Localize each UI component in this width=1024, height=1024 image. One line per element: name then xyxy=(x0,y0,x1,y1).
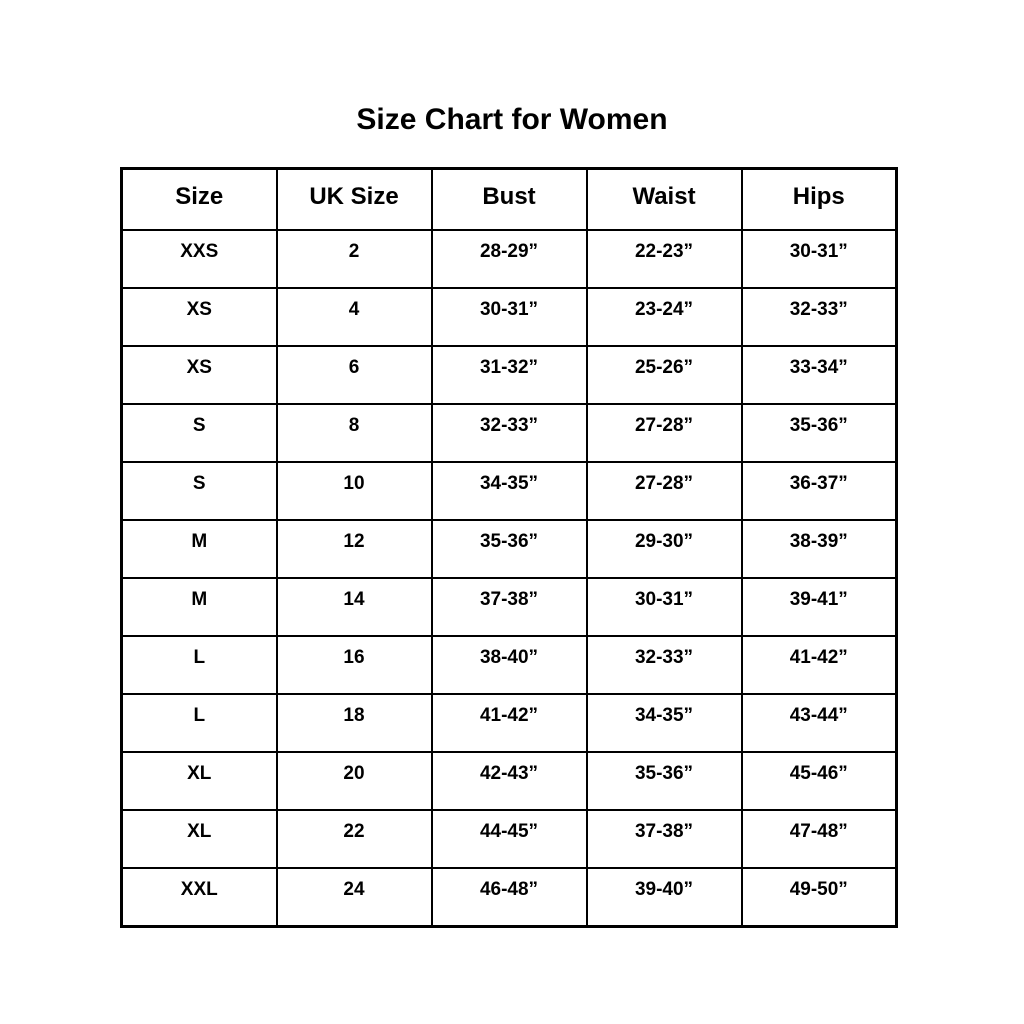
table-header: Size UK Size Bust Waist Hips xyxy=(120,167,898,231)
cell-bust: 38-40” xyxy=(430,635,588,695)
cell-size: M xyxy=(120,519,278,579)
column-header-bust: Bust xyxy=(430,167,588,231)
cell-waist: 27-28” xyxy=(585,461,743,521)
cell-size: M xyxy=(120,577,278,637)
cell-hips: 39-41” xyxy=(740,577,898,637)
cell-bust: 46-48” xyxy=(430,867,588,928)
cell-hips: 30-31” xyxy=(740,229,898,289)
table-row: L 16 38-40” 32-33” 41-42” xyxy=(120,635,898,695)
cell-waist: 27-28” xyxy=(585,403,743,463)
cell-size: XXL xyxy=(120,867,278,928)
cell-waist: 35-36” xyxy=(585,751,743,811)
table-row: S 10 34-35” 27-28” 36-37” xyxy=(120,461,898,521)
page-title: Size Chart for Women xyxy=(356,103,668,136)
cell-waist: 39-40” xyxy=(585,867,743,928)
table-row: XXL 24 46-48” 39-40” 49-50” xyxy=(120,867,898,928)
cell-waist: 29-30” xyxy=(585,519,743,579)
cell-bust: 28-29” xyxy=(430,229,588,289)
cell-hips: 41-42” xyxy=(740,635,898,695)
cell-size: S xyxy=(120,403,278,463)
cell-uk-size: 22 xyxy=(275,809,433,869)
table-row: M 12 35-36” 29-30” 38-39” xyxy=(120,519,898,579)
cell-size: XS xyxy=(120,345,278,405)
cell-bust: 35-36” xyxy=(430,519,588,579)
cell-bust: 37-38” xyxy=(430,577,588,637)
table-row: L 18 41-42” 34-35” 43-44” xyxy=(120,693,898,753)
table-row: S 8 32-33” 27-28” 35-36” xyxy=(120,403,898,463)
table-header-row: Size UK Size Bust Waist Hips xyxy=(120,167,898,231)
cell-hips: 47-48” xyxy=(740,809,898,869)
cell-size: XL xyxy=(120,751,278,811)
cell-uk-size: 12 xyxy=(275,519,433,579)
cell-uk-size: 2 xyxy=(275,229,433,289)
cell-size: L xyxy=(120,693,278,753)
cell-size: S xyxy=(120,461,278,521)
cell-uk-size: 10 xyxy=(275,461,433,521)
cell-bust: 42-43” xyxy=(430,751,588,811)
table-body: XXS 2 28-29” 22-23” 30-31” XS 4 30-31” 23-24” 32-… xyxy=(120,229,898,928)
cell-uk-size: 8 xyxy=(275,403,433,463)
column-header-hips: Hips xyxy=(740,167,898,231)
table-row: XS 4 30-31” 23-24” 32-33” xyxy=(120,287,898,347)
cell-size: L xyxy=(120,635,278,695)
cell-hips: 33-34” xyxy=(740,345,898,405)
cell-hips: 45-46” xyxy=(740,751,898,811)
cell-bust: 31-32” xyxy=(430,345,588,405)
cell-waist: 22-23” xyxy=(585,229,743,289)
cell-bust: 30-31” xyxy=(430,287,588,347)
cell-size: XXS xyxy=(120,229,278,289)
column-header-uk-size: UK Size xyxy=(275,167,433,231)
size-chart-table: Size UK Size Bust Waist Hips XXS 2 28-29” 2… xyxy=(120,167,898,928)
cell-bust: 41-42” xyxy=(430,693,588,753)
table-row: XL 20 42-43” 35-36” 45-46” xyxy=(120,751,898,811)
cell-bust: 34-35” xyxy=(430,461,588,521)
cell-waist: 30-31” xyxy=(585,577,743,637)
cell-bust: 32-33” xyxy=(430,403,588,463)
cell-uk-size: 18 xyxy=(275,693,433,753)
cell-waist: 25-26” xyxy=(585,345,743,405)
cell-hips: 49-50” xyxy=(740,867,898,928)
cell-waist: 32-33” xyxy=(585,635,743,695)
cell-uk-size: 14 xyxy=(275,577,433,637)
cell-hips: 35-36” xyxy=(740,403,898,463)
table-row: XXS 2 28-29” 22-23” 30-31” xyxy=(120,229,898,289)
cell-uk-size: 4 xyxy=(275,287,433,347)
cell-hips: 38-39” xyxy=(740,519,898,579)
cell-uk-size: 16 xyxy=(275,635,433,695)
cell-uk-size: 24 xyxy=(275,867,433,928)
column-header-size: Size xyxy=(120,167,278,231)
cell-hips: 32-33” xyxy=(740,287,898,347)
cell-uk-size: 20 xyxy=(275,751,433,811)
cell-uk-size: 6 xyxy=(275,345,433,405)
cell-waist: 23-24” xyxy=(585,287,743,347)
cell-waist: 34-35” xyxy=(585,693,743,753)
cell-hips: 43-44” xyxy=(740,693,898,753)
table-row: M 14 37-38” 30-31” 39-41” xyxy=(120,577,898,637)
cell-waist: 37-38” xyxy=(585,809,743,869)
cell-size: XS xyxy=(120,287,278,347)
column-header-waist: Waist xyxy=(585,167,743,231)
cell-hips: 36-37” xyxy=(740,461,898,521)
table-row: XS 6 31-32” 25-26” 33-34” xyxy=(120,345,898,405)
cell-size: XL xyxy=(120,809,278,869)
cell-bust: 44-45” xyxy=(430,809,588,869)
table-row: XL 22 44-45” 37-38” 47-48” xyxy=(120,809,898,869)
